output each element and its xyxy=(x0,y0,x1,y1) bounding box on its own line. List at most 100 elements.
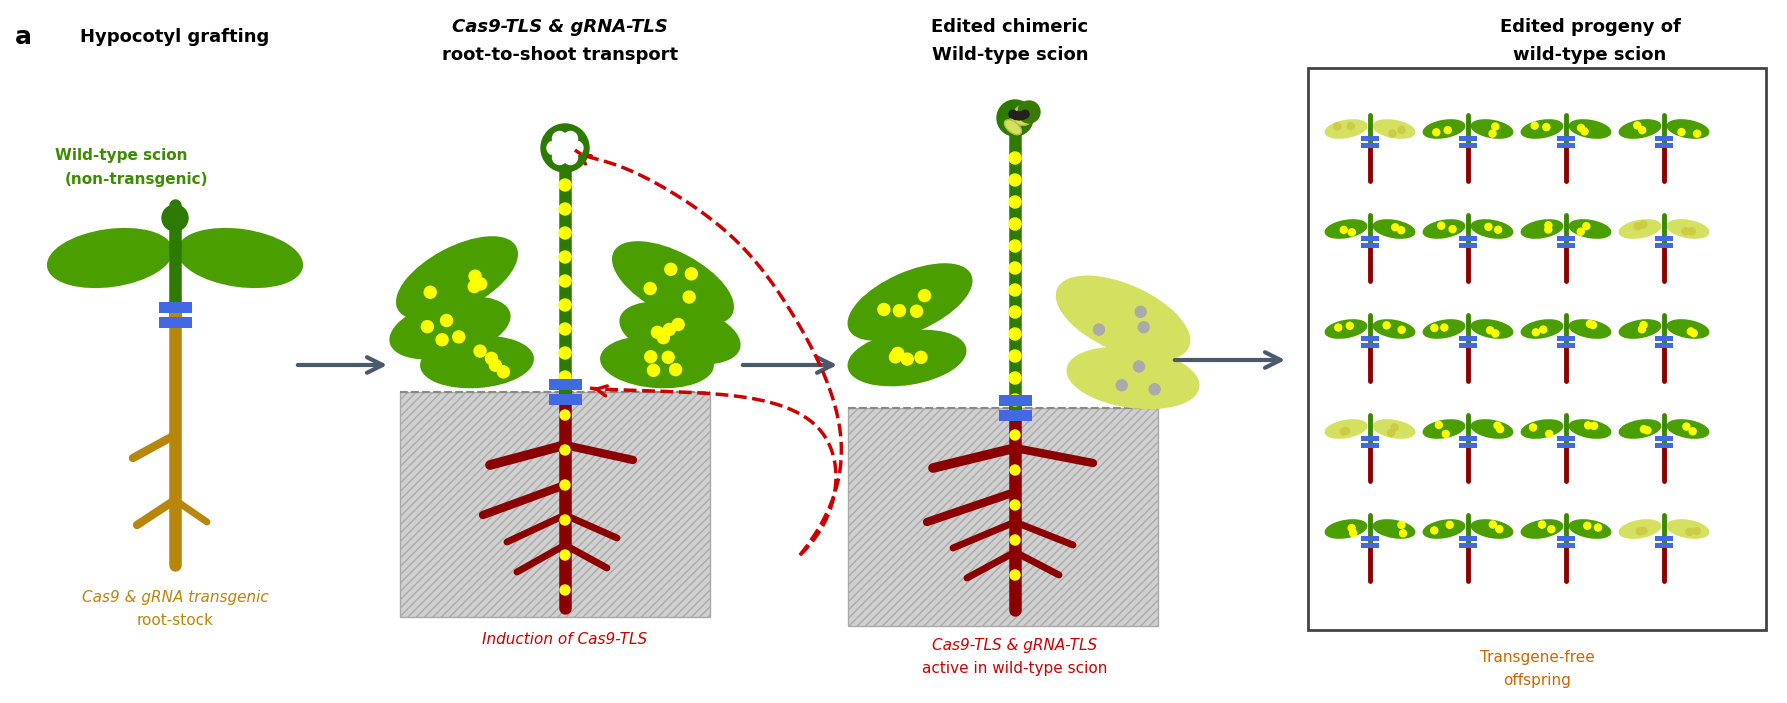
Circle shape xyxy=(559,585,570,595)
Circle shape xyxy=(559,299,572,311)
Ellipse shape xyxy=(1619,320,1660,338)
Circle shape xyxy=(997,100,1033,136)
Circle shape xyxy=(474,345,486,357)
Bar xyxy=(1362,436,1380,441)
Circle shape xyxy=(1015,112,1022,120)
Circle shape xyxy=(1487,327,1494,334)
Bar xyxy=(549,394,581,405)
Circle shape xyxy=(686,268,697,280)
Circle shape xyxy=(1340,226,1347,233)
Circle shape xyxy=(901,353,913,365)
Ellipse shape xyxy=(1326,520,1367,538)
Circle shape xyxy=(1683,423,1691,430)
Circle shape xyxy=(1010,306,1020,318)
Circle shape xyxy=(497,366,509,378)
Circle shape xyxy=(1578,228,1585,236)
Bar xyxy=(1458,243,1478,248)
Ellipse shape xyxy=(620,302,740,363)
Circle shape xyxy=(1583,522,1590,529)
Ellipse shape xyxy=(1619,520,1660,538)
Circle shape xyxy=(1383,322,1390,329)
Ellipse shape xyxy=(48,229,172,287)
Bar xyxy=(1458,136,1478,141)
Circle shape xyxy=(1694,130,1701,137)
Circle shape xyxy=(1440,324,1447,331)
Ellipse shape xyxy=(1667,420,1708,438)
Text: Wild-type scion: Wild-type scion xyxy=(55,148,188,163)
Circle shape xyxy=(1397,127,1405,134)
Circle shape xyxy=(1349,529,1356,536)
Bar xyxy=(1362,536,1380,541)
Circle shape xyxy=(1387,430,1394,437)
Circle shape xyxy=(1011,112,1020,120)
Circle shape xyxy=(1548,526,1555,533)
Circle shape xyxy=(1019,101,1040,123)
Text: offspring: offspring xyxy=(1503,673,1571,688)
Circle shape xyxy=(1010,328,1020,340)
Circle shape xyxy=(1633,122,1640,129)
Circle shape xyxy=(1133,361,1144,372)
Circle shape xyxy=(559,515,570,525)
Circle shape xyxy=(1496,526,1503,533)
Circle shape xyxy=(1399,530,1406,537)
Ellipse shape xyxy=(1372,420,1415,438)
Circle shape xyxy=(559,347,572,359)
Bar xyxy=(1556,343,1574,348)
Circle shape xyxy=(1692,527,1699,534)
Circle shape xyxy=(1117,380,1128,391)
Circle shape xyxy=(1019,112,1026,120)
Circle shape xyxy=(643,283,656,295)
Ellipse shape xyxy=(1372,120,1415,138)
Ellipse shape xyxy=(613,243,733,324)
Circle shape xyxy=(1449,226,1456,233)
Circle shape xyxy=(1392,224,1399,231)
Circle shape xyxy=(1587,321,1594,328)
Circle shape xyxy=(1594,524,1601,531)
Circle shape xyxy=(559,371,572,383)
Ellipse shape xyxy=(1619,120,1660,138)
Bar xyxy=(1556,336,1574,341)
Ellipse shape xyxy=(1471,220,1514,238)
Ellipse shape xyxy=(1521,520,1564,538)
Bar xyxy=(1458,336,1478,341)
Circle shape xyxy=(1489,130,1496,137)
Circle shape xyxy=(559,480,570,490)
Text: Cas9-TLS & gRNA-TLS: Cas9-TLS & gRNA-TLS xyxy=(452,18,668,36)
Ellipse shape xyxy=(1619,420,1660,438)
Circle shape xyxy=(1635,223,1640,230)
Ellipse shape xyxy=(1569,220,1610,238)
Ellipse shape xyxy=(1422,420,1465,438)
Circle shape xyxy=(652,326,663,338)
Bar xyxy=(1655,543,1673,548)
Circle shape xyxy=(436,334,449,346)
Circle shape xyxy=(563,150,577,165)
Circle shape xyxy=(1342,427,1349,434)
Circle shape xyxy=(1578,124,1585,131)
Circle shape xyxy=(1494,226,1501,233)
Circle shape xyxy=(1138,322,1149,333)
Circle shape xyxy=(1431,527,1439,534)
Ellipse shape xyxy=(1422,520,1465,538)
Bar xyxy=(1458,543,1478,548)
Circle shape xyxy=(468,270,481,282)
Circle shape xyxy=(424,286,436,298)
Bar xyxy=(1458,436,1478,441)
Bar xyxy=(1308,68,1766,630)
Bar xyxy=(1458,536,1478,541)
Circle shape xyxy=(1689,228,1696,235)
Circle shape xyxy=(1435,422,1442,428)
Circle shape xyxy=(645,351,656,363)
Ellipse shape xyxy=(1471,520,1514,538)
Bar xyxy=(1556,536,1574,541)
Circle shape xyxy=(1640,321,1648,328)
Circle shape xyxy=(559,410,570,420)
Ellipse shape xyxy=(1667,120,1708,138)
Circle shape xyxy=(559,179,572,191)
Circle shape xyxy=(894,304,906,316)
Circle shape xyxy=(1397,522,1405,529)
Circle shape xyxy=(1010,152,1020,164)
Circle shape xyxy=(1010,394,1020,406)
Ellipse shape xyxy=(1471,120,1514,138)
Bar xyxy=(1362,136,1380,141)
Text: Hypocotyl grafting: Hypocotyl grafting xyxy=(80,28,270,46)
